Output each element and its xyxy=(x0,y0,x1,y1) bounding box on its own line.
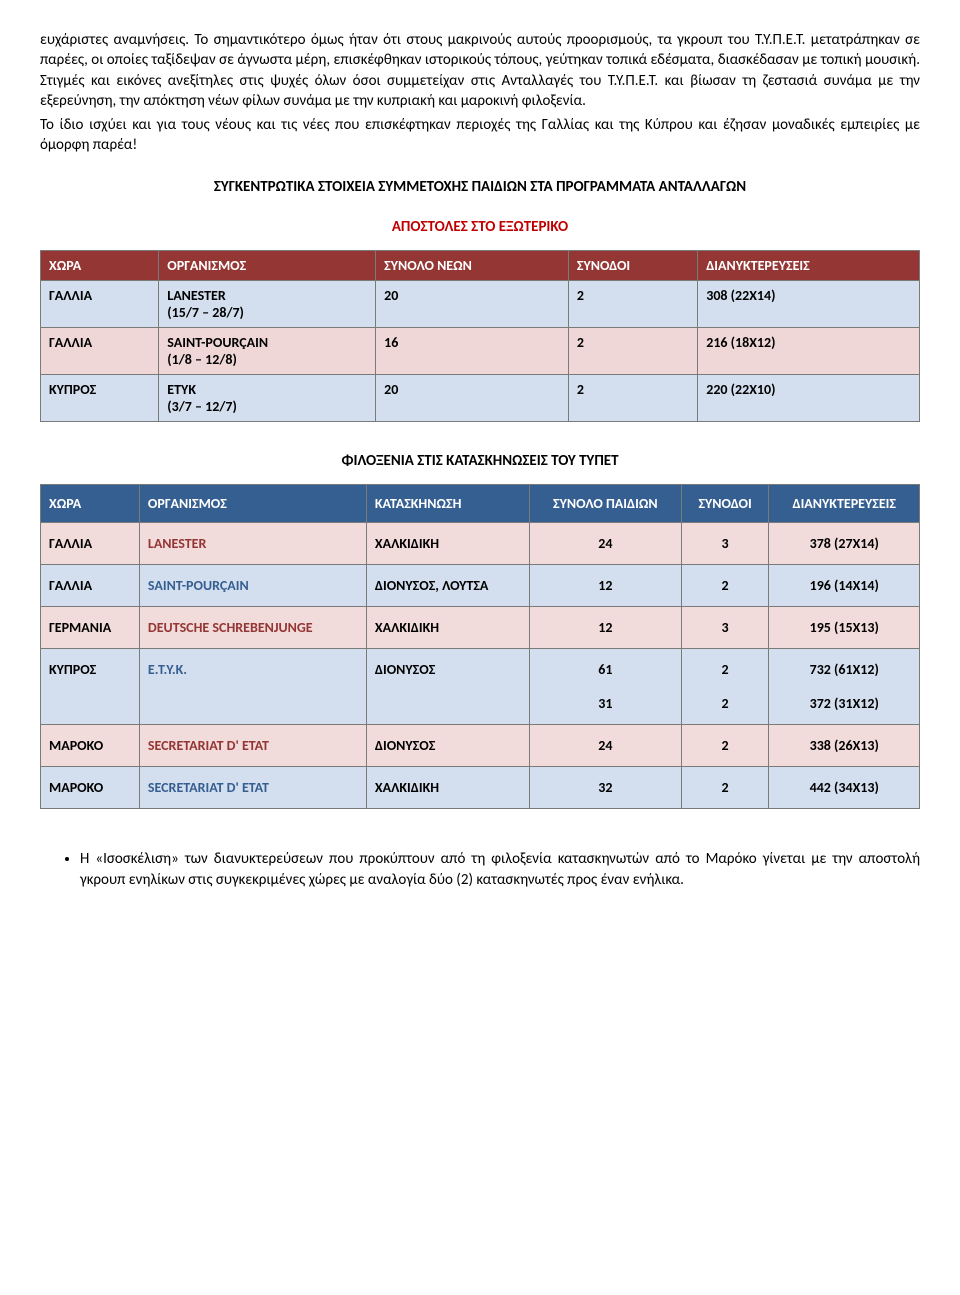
footnote-item: Η «Ισοσκέλιση» των διανυκτερεύσεων που π… xyxy=(80,849,920,891)
table-cell: ΔΙΟΝΥΣΟΣ, ΛΟΥΤΣΑ xyxy=(366,564,529,606)
table-cell: 378 (27Χ14) xyxy=(769,522,920,564)
table-cell: ΜΑΡΟΚΟ xyxy=(41,724,140,766)
table-outgoing: ΧΩΡΑΟΡΓΑΝΙΣΜΟΣΣΥΝΟΛΟ ΝΕΩΝΣΥΝΟΔΟΙΔΙΑΝΥΚΤΕ… xyxy=(40,250,920,422)
table-cell: 2 xyxy=(681,766,769,808)
table-row: ΓΑΛΛΙΑSAINT-POURÇAIN (1/8 – 12/8)162216 … xyxy=(41,327,920,374)
table-cell: SECRETARIAT D' ETAT xyxy=(139,724,366,766)
table-header-cell: ΧΩΡΑ xyxy=(41,250,159,280)
table-cell: 220 (22Χ10) xyxy=(698,374,920,421)
table-row: ΓΑΛΛΙΑLANESTER (15/7 – 28/7)202308 (22Χ1… xyxy=(41,280,920,327)
main-heading: ΣΥΓΚΕΝΤΡΩΤΙΚΑ ΣΤΟΙΧΕΙΑ ΣΥΜΜΕΤΟΧΗΣ ΠΑΙΔΙΩ… xyxy=(40,178,920,196)
table-cell: 2 xyxy=(681,564,769,606)
table-cell: ΧΑΛΚΙΔΙΚΗ xyxy=(366,606,529,648)
table-cell: 20 xyxy=(376,374,569,421)
table-cell: LANESTER (15/7 – 28/7) xyxy=(159,280,376,327)
table-header-cell: ΔΙΑΝΥΚΤΕΡΕΥΣΕΙΣ xyxy=(698,250,920,280)
table-cell: ΓΑΛΛΙΑ xyxy=(41,564,140,606)
table-cell: 24 xyxy=(529,724,681,766)
table-cell: 20 xyxy=(376,280,569,327)
table-row: ΓΑΛΛΙΑLANESTERΧΑΛΚΙΔΙΚΗ243378 (27Χ14) xyxy=(41,522,920,564)
table-cell: 338 (26Χ13) xyxy=(769,724,920,766)
table-cell: ΓΕΡΜΑΝΙΑ xyxy=(41,606,140,648)
table-cell: 2 2 xyxy=(681,648,769,724)
table-cell: ΓΑΛΛΙΑ xyxy=(41,280,159,327)
table-row: ΓΕΡΜΑΝΙΑDEUTSCHE SCHREBENJUNGEΧΑΛΚΙΔΙΚΗ1… xyxy=(41,606,920,648)
sub-heading-hosting: ΦΙΛΟΞΕΝΙΑ ΣΤΙΣ ΚΑΤΑΣΚΗΝΩΣΕΙΣ ΤΟΥ ΤΥΠΕΤ xyxy=(40,452,920,470)
table-cell: 308 (22Χ14) xyxy=(698,280,920,327)
table-cell: LANESTER xyxy=(139,522,366,564)
table-cell: 61 31 xyxy=(529,648,681,724)
table-header-cell: ΣΥΝΟΛΟ ΠΑΙΔΙΩΝ xyxy=(529,484,681,522)
table-row: ΓΑΛΛΙΑSAINT-POURÇAINΔΙΟΝΥΣΟΣ, ΛΟΥΤΣΑ1221… xyxy=(41,564,920,606)
table-cell: 2 xyxy=(568,327,697,374)
table-header-cell: ΟΡΓΑΝΙΣΜΟΣ xyxy=(139,484,366,522)
table-row: ΜΑΡΟΚΟSECRETARIAT D' ETATΔΙΟΝΥΣΟΣ242338 … xyxy=(41,724,920,766)
table-cell: Ε.Τ.Υ.Κ. xyxy=(139,648,366,724)
table-header-cell: ΧΩΡΑ xyxy=(41,484,140,522)
table-cell: 12 xyxy=(529,606,681,648)
table-cell: 732 (61Χ12) 372 (31Χ12) xyxy=(769,648,920,724)
table-header-cell: ΣΥΝΟΔΟΙ xyxy=(681,484,769,522)
table-cell: ΔΙΟΝΥΣΟΣ xyxy=(366,724,529,766)
table-header-cell: ΚΑΤΑΣΚΗΝΩΣΗ xyxy=(366,484,529,522)
table-cell: ΓΑΛΛΙΑ xyxy=(41,522,140,564)
table-cell: 216 (18Χ12) xyxy=(698,327,920,374)
table-header-cell: ΔΙΑΝΥΚΤΕΡΕΥΣΕΙΣ xyxy=(769,484,920,522)
table-cell: SECRETARIAT D' ETAT xyxy=(139,766,366,808)
table-cell: 24 xyxy=(529,522,681,564)
table-cell: 12 xyxy=(529,564,681,606)
table-cell: SAINT-POURÇAIN xyxy=(139,564,366,606)
table-cell: ΧΑΛΚΙΔΙΚΗ xyxy=(366,766,529,808)
table-cell: 442 (34Χ13) xyxy=(769,766,920,808)
table-cell: ΜΑΡΟΚΟ xyxy=(41,766,140,808)
table-cell: ΔΙΟΝΥΣΟΣ xyxy=(366,648,529,724)
table-row: ΚΥΠΡΟΣΕΤΥΚ (3/7 – 12/7)202220 (22Χ10) xyxy=(41,374,920,421)
intro-paragraph-1: ευχάριστες αναμνήσεις. Το σημαντικότερο … xyxy=(40,30,920,111)
sub-heading-outgoing: ΑΠΟΣΤΟΛΕΣ ΣΤΟ ΕΞΩΤΕΡΙΚΟ xyxy=(40,218,920,236)
table-hosting: ΧΩΡΑΟΡΓΑΝΙΣΜΟΣΚΑΤΑΣΚΗΝΩΣΗΣΥΝΟΛΟ ΠΑΙΔΙΩΝΣ… xyxy=(40,484,920,809)
table-cell: ΚΥΠΡΟΣ xyxy=(41,374,159,421)
table-cell: SAINT-POURÇAIN (1/8 – 12/8) xyxy=(159,327,376,374)
intro-paragraph-2: Το ίδιο ισχύει και για τους νέους και τι… xyxy=(40,115,920,156)
table-cell: DEUTSCHE SCHREBENJUNGE xyxy=(139,606,366,648)
table-header-cell: ΣΥΝΟΔΟΙ xyxy=(568,250,697,280)
table-cell: ΧΑΛΚΙΔΙΚΗ xyxy=(366,522,529,564)
table-cell: 2 xyxy=(568,374,697,421)
footnote-list: Η «Ισοσκέλιση» των διανυκτερεύσεων που π… xyxy=(40,849,920,891)
table-cell: ΓΑΛΛΙΑ xyxy=(41,327,159,374)
table-cell: 32 xyxy=(529,766,681,808)
table-header-cell: ΟΡΓΑΝΙΣΜΟΣ xyxy=(159,250,376,280)
table-cell: 2 xyxy=(568,280,697,327)
table-cell: 195 (15Χ13) xyxy=(769,606,920,648)
table-header-cell: ΣΥΝΟΛΟ ΝΕΩΝ xyxy=(376,250,569,280)
table-cell: 3 xyxy=(681,606,769,648)
table-cell: ΚΥΠΡΟΣ xyxy=(41,648,140,724)
table-row: ΚΥΠΡΟΣΕ.Τ.Υ.Κ.ΔΙΟΝΥΣΟΣ61 312 2732 (61Χ12… xyxy=(41,648,920,724)
table-row: ΜΑΡΟΚΟSECRETARIAT D' ETATΧΑΛΚΙΔΙΚΗ322442… xyxy=(41,766,920,808)
table-cell: 2 xyxy=(681,724,769,766)
table-cell: 16 xyxy=(376,327,569,374)
table-cell: 3 xyxy=(681,522,769,564)
table-cell: 196 (14Χ14) xyxy=(769,564,920,606)
table-cell: ΕΤΥΚ (3/7 – 12/7) xyxy=(159,374,376,421)
